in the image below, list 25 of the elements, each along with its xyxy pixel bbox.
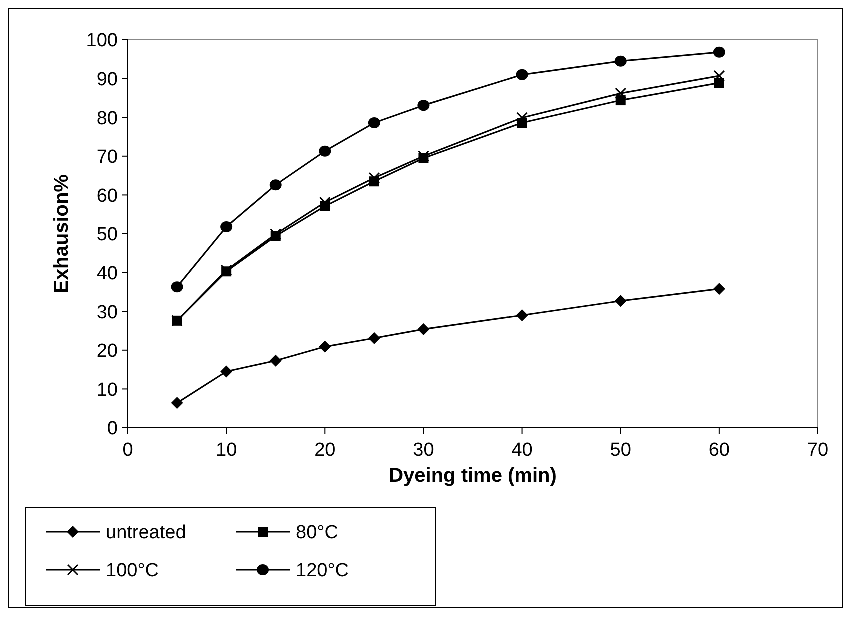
- x-axis-title: Dyeing time (min): [389, 465, 557, 487]
- y-tick-label: 10: [96, 380, 118, 401]
- y-tick-label: 70: [96, 147, 118, 168]
- x-tick-label: 50: [610, 440, 632, 461]
- legend-label: 80°C: [296, 522, 338, 544]
- x-tick-label: 20: [314, 440, 336, 461]
- x-tick-label: 0: [122, 440, 134, 461]
- y-tick-label: 0: [107, 418, 118, 440]
- x-tick-label: 40: [512, 440, 533, 461]
- x-tick-label: 10: [216, 440, 238, 461]
- x-tick-label: 30: [413, 440, 434, 461]
- y-tick-label: 80: [96, 108, 118, 130]
- y-axis-title: Exhausion%: [51, 174, 73, 294]
- y-tick-label: 40: [96, 263, 118, 284]
- legend-label: 120°C: [296, 560, 350, 582]
- y-tick-label: 100: [86, 30, 118, 52]
- y-tick-label: 20: [96, 341, 118, 362]
- x-tick-label: 70: [807, 440, 829, 461]
- legend-label: untreated: [106, 522, 186, 544]
- y-tick-label: 60: [96, 186, 118, 207]
- y-tick-label: 90: [96, 69, 118, 90]
- y-tick-label: 30: [96, 302, 118, 324]
- x-tick-label: 60: [708, 440, 730, 461]
- y-tick-label: 50: [96, 224, 118, 246]
- legend-label: 100°C: [106, 560, 160, 582]
